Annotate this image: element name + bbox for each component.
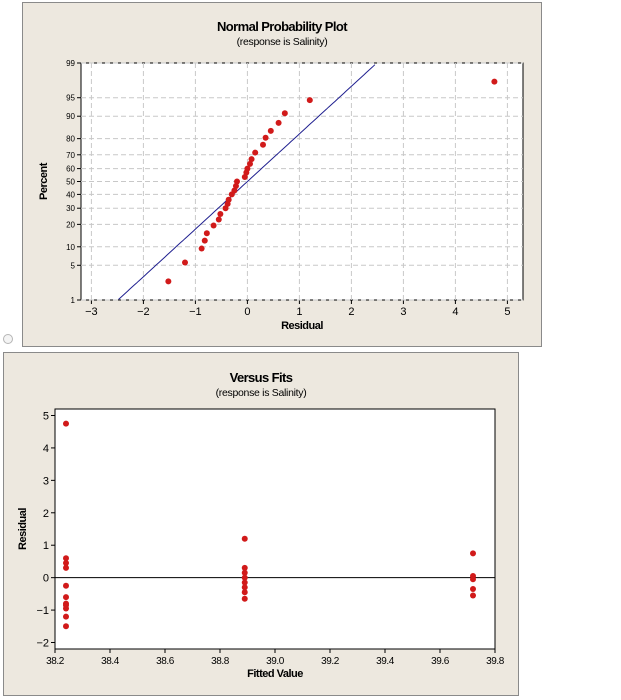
y-tick-label: 1 bbox=[43, 540, 49, 552]
data-point bbox=[201, 237, 208, 244]
data-point bbox=[198, 245, 205, 252]
data-point bbox=[165, 278, 172, 285]
data-point bbox=[63, 582, 69, 589]
data-point bbox=[210, 222, 217, 229]
x-tick-label: −1 bbox=[189, 306, 202, 318]
chart-title: Normal Probability Plot bbox=[217, 19, 348, 34]
x-tick-label: 39.6 bbox=[431, 656, 450, 667]
data-point bbox=[63, 613, 69, 620]
y-tick-label: 30 bbox=[66, 204, 75, 213]
data-point bbox=[470, 550, 476, 557]
data-point bbox=[248, 156, 255, 163]
data-point bbox=[241, 595, 248, 602]
y-tick-label: 99 bbox=[66, 59, 75, 68]
data-point bbox=[267, 127, 274, 134]
data-point bbox=[306, 97, 313, 104]
data-point bbox=[470, 586, 476, 592]
y-axis-label: Residual bbox=[17, 508, 29, 550]
y-tick-label: 5 bbox=[43, 410, 49, 422]
fitted-reference-line bbox=[118, 64, 376, 300]
x-tick-label: 5 bbox=[504, 306, 510, 318]
data-point bbox=[217, 210, 224, 217]
data-point bbox=[63, 564, 69, 571]
data-point bbox=[234, 178, 240, 185]
data-point bbox=[260, 141, 266, 148]
x-tick-label: 0 bbox=[244, 306, 250, 318]
x-tick-label: 38.2 bbox=[46, 656, 65, 667]
x-tick-label: 4 bbox=[452, 306, 458, 318]
y-tick-label: −1 bbox=[36, 605, 49, 617]
versus-fits-panel: Versus Fits (response is Salinity) 38.2 3… bbox=[3, 352, 519, 696]
y-tick-label: 90 bbox=[66, 112, 75, 121]
y-tick-label: 3 bbox=[43, 475, 49, 487]
data-point bbox=[63, 605, 69, 612]
data-point bbox=[232, 182, 239, 189]
data-point bbox=[275, 119, 282, 126]
x-tick-label: 38.8 bbox=[211, 656, 230, 667]
y-tick-label: 0 bbox=[43, 573, 49, 585]
data-point bbox=[203, 230, 210, 237]
data-point bbox=[231, 187, 238, 194]
data-point bbox=[281, 110, 288, 117]
x-axis-label: Residual bbox=[281, 320, 323, 332]
x-tick-label: 3 bbox=[400, 306, 406, 318]
y-tick-label: 70 bbox=[66, 151, 75, 160]
normal-probability-plot-panel: Normal Probability Plot (response is Sal… bbox=[22, 2, 542, 347]
data-point bbox=[215, 216, 222, 223]
y-tick-label: 50 bbox=[66, 178, 75, 187]
normal-probability-plot: −3 −2 −1 0 1 2 3 4 5 1 5 10 20 30 40 50 60 70 80 90 95 99 Resi… bbox=[38, 59, 524, 332]
y-tick-label: 60 bbox=[66, 165, 75, 174]
x-tick-label: 38.4 bbox=[101, 656, 120, 667]
y-tick-label: 2 bbox=[43, 508, 49, 520]
y-tick-label: 10 bbox=[66, 243, 75, 252]
data-point bbox=[63, 594, 69, 601]
data-point bbox=[63, 560, 69, 567]
data-point bbox=[491, 78, 498, 85]
data-point bbox=[470, 576, 476, 583]
data-point bbox=[262, 134, 269, 141]
data-point bbox=[241, 569, 248, 576]
y-tick-label: 20 bbox=[66, 220, 75, 229]
data-point bbox=[470, 592, 476, 599]
data-point bbox=[63, 555, 69, 562]
data-point bbox=[63, 623, 69, 630]
x-tick-label: 38.6 bbox=[156, 656, 175, 667]
data-point bbox=[241, 564, 248, 571]
data-point bbox=[244, 165, 251, 172]
plot-area bbox=[54, 408, 496, 650]
x-axis-label: Fitted Value bbox=[247, 668, 303, 680]
radio-button[interactable] bbox=[3, 334, 13, 344]
y-tick-label: 40 bbox=[66, 190, 75, 199]
data-point bbox=[182, 259, 188, 266]
y-tick-label: −2 bbox=[36, 638, 49, 650]
y-tick-label: 1 bbox=[71, 296, 76, 305]
y-axis-label: Percent bbox=[38, 162, 50, 200]
x-tick-label: −2 bbox=[137, 306, 150, 318]
x-tick-label: 39.4 bbox=[376, 656, 395, 667]
x-tick-label: −3 bbox=[85, 306, 98, 318]
data-point bbox=[252, 149, 259, 156]
data-point bbox=[241, 174, 248, 181]
x-tick-label: 2 bbox=[348, 306, 354, 318]
data-point bbox=[241, 574, 248, 581]
chart-title: Versus Fits bbox=[229, 370, 293, 385]
data-point bbox=[63, 420, 69, 427]
y-tick-label: 80 bbox=[66, 135, 75, 144]
data-point bbox=[241, 535, 248, 542]
data-point bbox=[241, 589, 248, 596]
data-point bbox=[241, 579, 248, 586]
y-tick-label: 4 bbox=[43, 443, 49, 455]
versus-fits-plot: 38.2 38.4 38.6 38.8 39.0 39.2 39.4 39.6 39.8 −2 −1… bbox=[17, 408, 505, 680]
y-tick-label: 5 bbox=[71, 261, 76, 270]
x-tick-label: 39.2 bbox=[321, 656, 340, 667]
data-point bbox=[247, 160, 253, 167]
y-tick-label: 95 bbox=[66, 94, 75, 103]
chart-subtitle: (response is Salinity) bbox=[215, 387, 307, 399]
x-tick-label: 39.8 bbox=[486, 656, 505, 667]
x-tick-label: 39.0 bbox=[266, 656, 285, 667]
chart-subtitle: (response is Salinity) bbox=[236, 36, 328, 48]
data-point bbox=[225, 196, 232, 203]
x-tick-label: 1 bbox=[296, 306, 302, 318]
data-point bbox=[241, 584, 248, 591]
